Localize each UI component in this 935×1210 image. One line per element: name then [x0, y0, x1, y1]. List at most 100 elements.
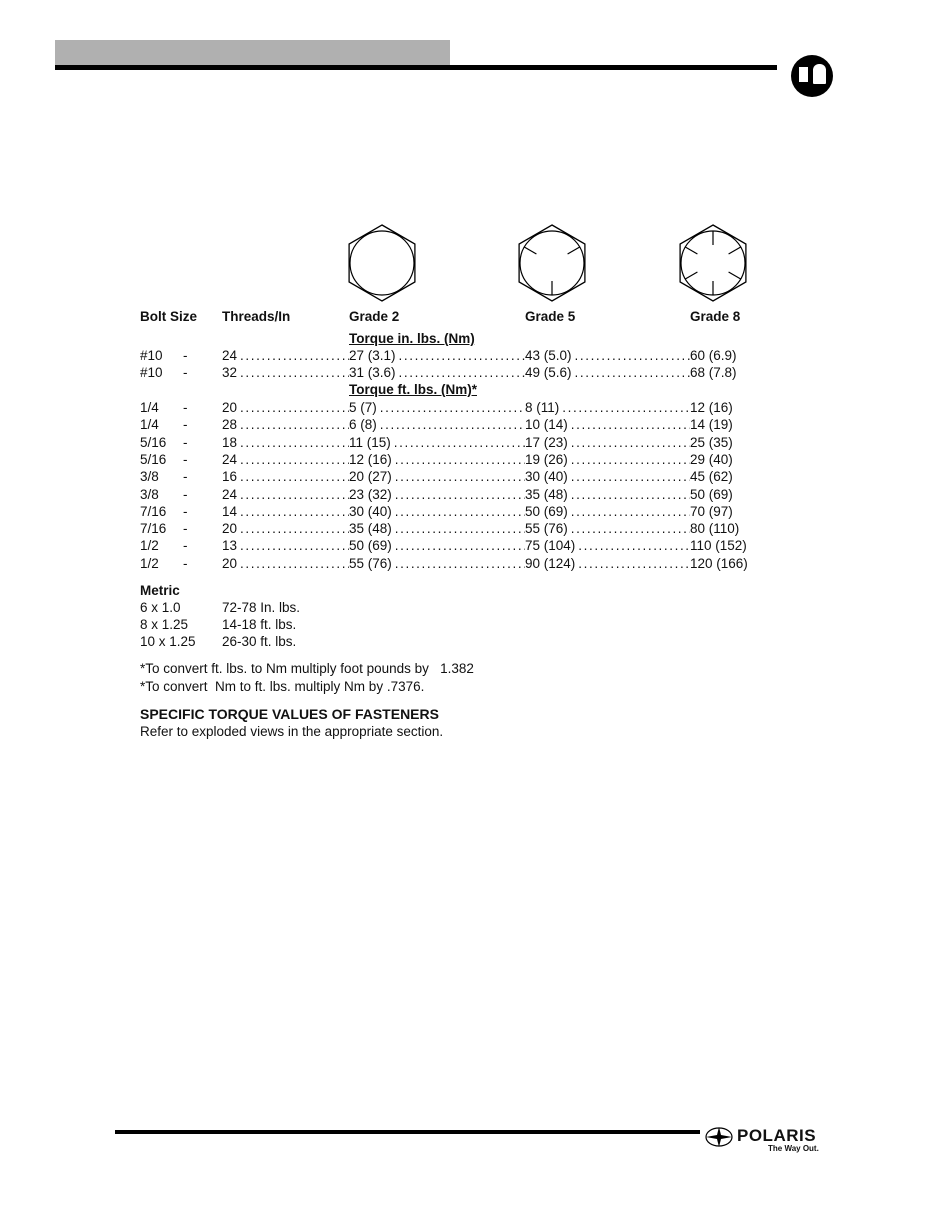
separator: -: [183, 486, 188, 502]
dot-leader: ..............................: [240, 417, 349, 433]
header-bolt-size: Bolt Size: [140, 309, 198, 324]
bolt-size: 1/4: [140, 417, 159, 433]
dot-leader: ..............................: [394, 555, 525, 571]
dot-leader: ..............................: [379, 400, 525, 415]
threads-per-inch: 13: [222, 538, 238, 554]
threads-per-inch: 24: [222, 451, 238, 467]
metric-torque: 14-18 ft. lbs.: [222, 617, 297, 632]
header-grade-5: Grade 5: [525, 309, 576, 324]
grade-2-torque: 11 (15): [349, 434, 391, 450]
grade-5-torque: 75 (104): [525, 538, 576, 554]
header-rule: [55, 65, 777, 70]
metric-size: 10 x 1.25: [140, 634, 196, 649]
footnote-ft-to-nm: *To convert ft. lbs. to Nm multiply foot…: [140, 661, 474, 676]
bolt-size: 1/2: [140, 555, 159, 571]
grade-8-torque: 110 (152): [690, 538, 747, 554]
grade-5-torque: 8 (11): [525, 400, 560, 415]
grade-5-torque: 43 (5.0): [525, 348, 572, 363]
dot-leader: ..............................: [240, 348, 349, 363]
separator: -: [183, 503, 188, 519]
grade-2-bolt-icon: [348, 224, 416, 302]
logo-tagline: The Way Out.: [768, 1144, 819, 1153]
bolt-size: 1/2: [140, 538, 159, 554]
dot-leader: ..............................: [240, 503, 349, 519]
separator: -: [183, 521, 188, 537]
bolt-size: 1/4: [140, 400, 159, 415]
bolt-size: 3/8: [140, 486, 159, 502]
grade-2-torque: 30 (40): [349, 503, 392, 519]
dot-leader: ..............................: [240, 555, 349, 571]
threads-per-inch: 28: [222, 417, 238, 433]
separator: -: [183, 469, 188, 485]
metric-torque: 26-30 ft. lbs.: [222, 634, 297, 649]
footer-rule: [115, 1130, 700, 1134]
grade-5-torque: 90 (124): [525, 555, 576, 571]
bolt-size: 5/16: [140, 451, 167, 467]
dot-leader: ..............................: [570, 503, 690, 519]
header-threads: Threads/In: [222, 309, 291, 324]
dot-leader: ..............................: [240, 451, 349, 467]
grade-8-torque: 68 (7.8): [690, 365, 737, 381]
compass-star-icon: [705, 1127, 733, 1147]
grade-2-torque: 5 (7): [349, 400, 377, 415]
bolt-size: #10: [140, 365, 163, 381]
chapter-tab-icon: [791, 55, 833, 97]
grade-8-torque: 60 (6.9): [690, 348, 737, 363]
bolt-size: 7/16: [140, 521, 167, 537]
separator: -: [183, 538, 188, 554]
metric-row: 6 x 1.0 72-78 In. lbs.: [140, 599, 300, 616]
grade-5-torque: 35 (48): [525, 486, 568, 502]
dot-leader: ..............................: [394, 469, 525, 485]
threads-per-inch: 20: [222, 400, 238, 415]
grade-2-torque: 55 (76): [349, 555, 392, 571]
dot-leader: ..............................: [240, 521, 349, 537]
dot-leader: ..............................: [570, 469, 690, 485]
grade-5-torque: 17 (23): [525, 434, 568, 450]
grade-8-torque: 14 (19): [690, 417, 733, 433]
separator: -: [183, 348, 188, 363]
threads-per-inch: 14: [222, 503, 238, 519]
specific-text: Refer to exploded views in the appropria…: [140, 724, 444, 739]
bolt-size: 7/16: [140, 503, 167, 519]
dot-leader: ..............................: [240, 486, 349, 502]
dot-leader: ..............................: [379, 417, 525, 433]
dot-leader: ..............................: [240, 365, 349, 381]
separator: -: [183, 417, 188, 433]
grade-8-torque: 12 (16): [690, 400, 733, 415]
threads-per-inch: 16: [222, 469, 238, 485]
dot-leader: ..............................: [570, 451, 690, 467]
grade-2-torque: 31 (3.6): [349, 365, 396, 381]
separator: -: [183, 365, 188, 381]
threads-per-inch: 20: [222, 555, 238, 571]
grade-8-torque: 120 (166): [690, 555, 748, 571]
dot-leader: ..............................: [394, 451, 525, 467]
bolt-size: 5/16: [140, 434, 167, 450]
dot-leader: ..............................: [394, 538, 525, 554]
dot-leader: ..............................: [570, 434, 690, 450]
dot-leader: ..............................: [398, 365, 525, 381]
dot-leader: ..............................: [394, 521, 525, 537]
grade-2-torque: 6 (8): [349, 417, 377, 433]
grade-2-torque: 23 (32): [349, 486, 392, 502]
grade-2-torque: 20 (27): [349, 469, 392, 485]
dot-leader: ..............................: [570, 417, 690, 433]
grade-5-bolt-icon: [518, 224, 586, 302]
separator: -: [183, 555, 188, 571]
header-gray-bar: [55, 40, 450, 66]
separator: -: [183, 434, 188, 450]
dot-leader: ..............................: [240, 469, 349, 485]
grade-2-torque: 27 (3.1): [349, 348, 396, 363]
bolt-grade-diagrams: [348, 224, 747, 302]
dot-leader: ..............................: [240, 434, 349, 450]
section-heading: Torque in. lbs. (Nm): [349, 331, 475, 346]
threads-per-inch: 32: [222, 365, 238, 381]
dot-leader: ..............................: [570, 521, 690, 537]
metric-size: 8 x 1.25: [140, 617, 189, 632]
grade-8-torque: 70 (97): [690, 503, 733, 519]
metric-torque: 72-78 In. lbs.: [222, 600, 301, 615]
dot-leader: ..............................: [394, 503, 525, 519]
metric-row: 10 x 1.25 26-30 ft. lbs.: [140, 633, 300, 650]
dot-leader: ..............................: [562, 400, 690, 415]
separator: -: [183, 400, 188, 415]
threads-per-inch: 20: [222, 521, 238, 537]
